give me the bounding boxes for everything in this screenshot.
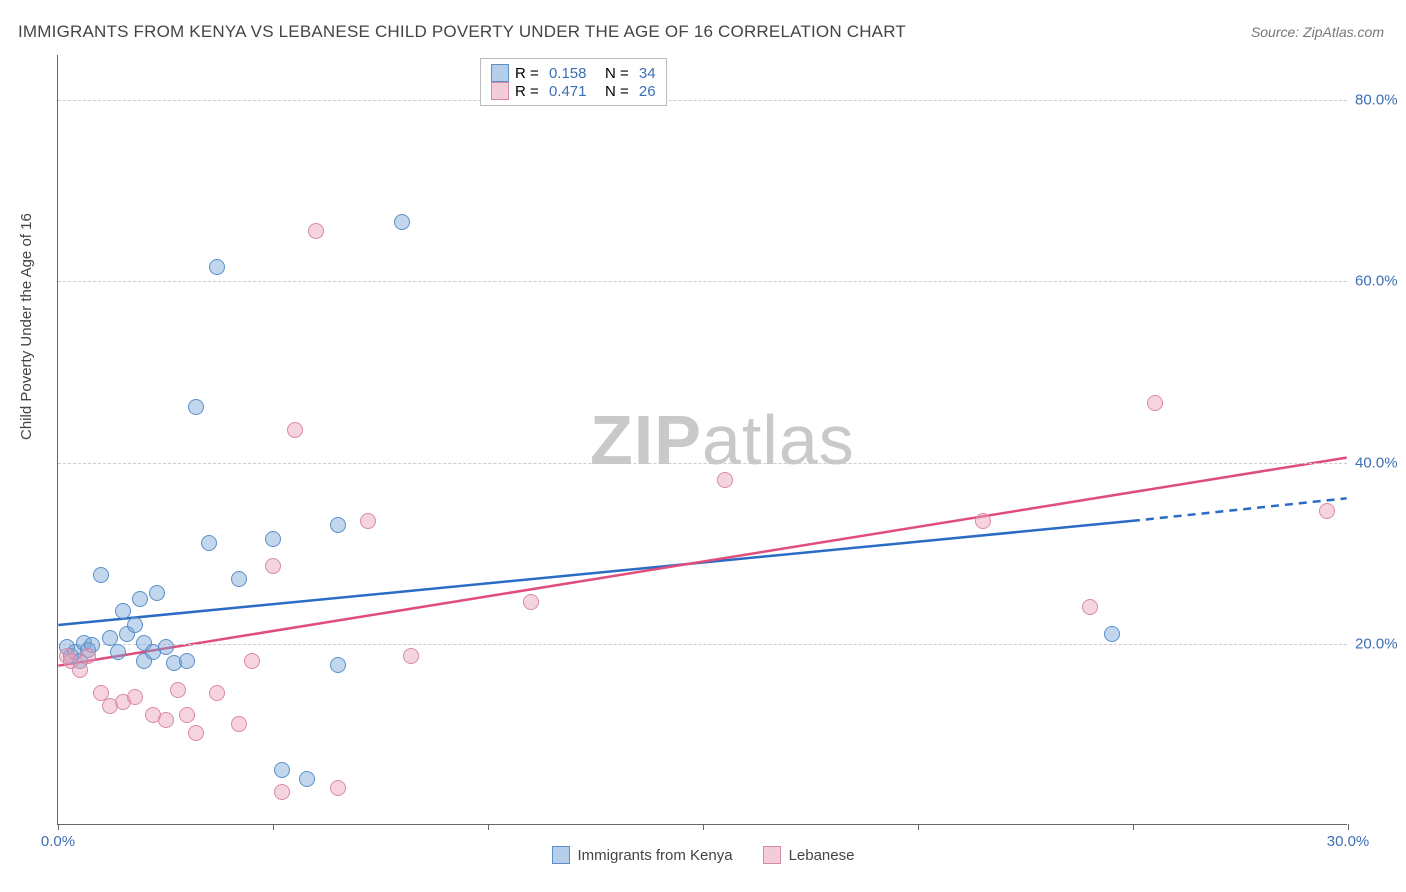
data-point [330,780,346,796]
data-point [170,682,186,698]
gridline-h [58,281,1347,282]
data-point [287,422,303,438]
data-point [299,771,315,787]
data-point [717,472,733,488]
data-point [115,603,131,619]
trend-line-dashed [1132,498,1347,521]
data-point [93,567,109,583]
y-tick-label: 80.0% [1355,92,1406,109]
source-label: Source: ZipAtlas.com [1251,24,1384,40]
data-point [149,585,165,601]
legend-swatch-blue-icon [552,846,570,864]
data-point [158,639,174,655]
r-label: R = [515,65,543,82]
data-point [110,644,126,660]
data-point [523,594,539,610]
data-point [330,517,346,533]
n-value-1: 34 [639,65,656,82]
legend-item-2: Lebanese [763,846,855,864]
gridline-h [58,644,1347,645]
data-point [1147,395,1163,411]
data-point [1082,599,1098,615]
y-tick-label: 60.0% [1355,273,1406,290]
data-point [274,784,290,800]
x-tick [918,824,919,830]
data-point [179,653,195,669]
data-point [360,513,376,529]
data-point [330,657,346,673]
y-tick-label: 40.0% [1355,454,1406,471]
data-point [80,648,96,664]
data-point [127,689,143,705]
x-tick [58,824,59,830]
data-point [1319,503,1335,519]
data-point [975,513,991,529]
legend-swatch-pink-icon [763,846,781,864]
chart-title: IMMIGRANTS FROM KENYA VS LEBANESE CHILD … [18,22,906,42]
legend-label-2: Lebanese [789,847,855,864]
data-point [274,762,290,778]
data-point [1104,626,1120,642]
legend-stats-box: R = 0.158 N = 34 R = 0.471 N = 26 [480,58,667,106]
legend-swatch-pink-icon [491,82,509,100]
data-point [209,259,225,275]
data-point [179,707,195,723]
data-point [132,591,148,607]
trend-line [58,458,1346,666]
n-value-2: 26 [639,83,656,100]
r-value-2: 0.471 [549,83,587,100]
data-point [231,716,247,732]
data-point [188,399,204,415]
n-label: N = [592,83,632,100]
y-axis-label: Child Poverty Under the Age of 16 [18,213,35,440]
r-label: R = [515,83,543,100]
data-point [127,617,143,633]
r-value-1: 0.158 [549,65,587,82]
legend-stats-row-1: R = 0.158 N = 34 [491,64,656,82]
x-tick [1133,824,1134,830]
legend-bottom: Immigrants from Kenya Lebanese [0,846,1406,864]
data-point [308,223,324,239]
trend-line [58,521,1132,625]
data-point [403,648,419,664]
legend-item-1: Immigrants from Kenya [552,846,733,864]
data-point [209,685,225,701]
trend-lines-layer [58,55,1347,824]
legend-swatch-blue-icon [491,64,509,82]
n-label: N = [592,65,632,82]
data-point [188,725,204,741]
y-tick-label: 20.0% [1355,635,1406,652]
data-point [201,535,217,551]
data-point [244,653,260,669]
x-tick [703,824,704,830]
data-point [265,531,281,547]
legend-label-1: Immigrants from Kenya [578,847,733,864]
x-tick [273,824,274,830]
gridline-h [58,100,1347,101]
data-point [72,662,88,678]
plot-area: 20.0%40.0%60.0%80.0%0.0%30.0% [57,55,1347,825]
x-tick [1348,824,1349,830]
legend-stats-row-2: R = 0.471 N = 26 [491,82,656,100]
x-tick [488,824,489,830]
data-point [158,712,174,728]
data-point [231,571,247,587]
data-point [394,214,410,230]
gridline-h [58,463,1347,464]
data-point [265,558,281,574]
